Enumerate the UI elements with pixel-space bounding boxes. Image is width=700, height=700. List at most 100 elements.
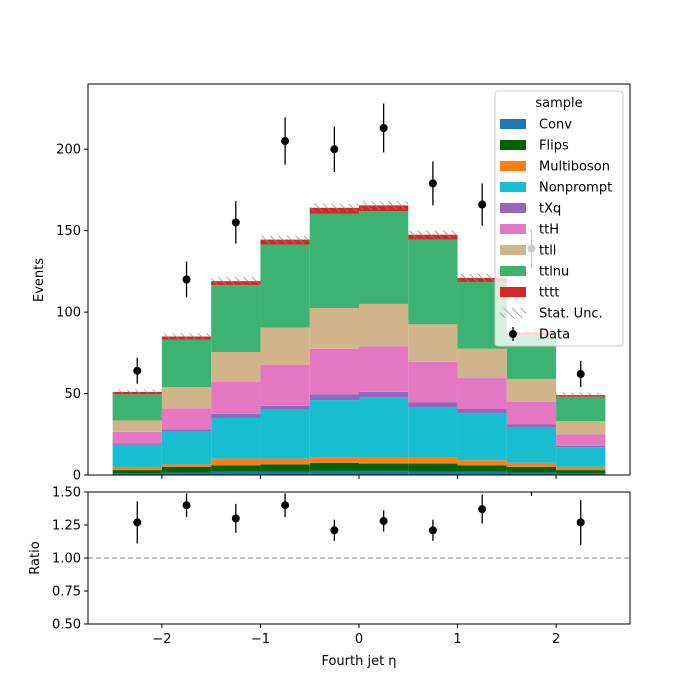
ratio-ytick-label-1.00: 1.00	[52, 552, 81, 567]
legend-entry-multiboson: Multiboson	[500, 160, 610, 175]
legend-label: Flips	[539, 139, 569, 154]
bar-nonprompt-2	[211, 417, 261, 459]
legend-entry-tth: ttH	[500, 223, 559, 238]
ratio-point-2	[231, 514, 240, 523]
bar-ttll-5	[359, 303, 409, 347]
bar-nonprompt-3	[260, 409, 310, 459]
legend-swatch	[500, 287, 526, 297]
legend-entry-flips: Flips	[500, 139, 569, 154]
legend-label: tttt	[539, 286, 559, 301]
bar-conv-5	[359, 470, 409, 475]
bar-tth-7	[457, 378, 507, 410]
ratio-x-ticks: −2 −1 0 1 2	[152, 624, 560, 647]
bar-tth-6	[408, 361, 458, 403]
data-point-2	[231, 218, 240, 227]
legend-swatch	[500, 224, 526, 234]
data-point-6	[428, 179, 437, 188]
bar-txq-0	[112, 443, 162, 445]
bar-ttll-7	[457, 348, 507, 379]
bar-flips-7	[457, 465, 507, 472]
legend-entries: Conv Flips Multiboson Nonprompt tXq ttH ttll tt…	[500, 118, 612, 343]
bar-ttlnu-4	[309, 213, 359, 309]
legend-entry-conv: Conv	[500, 118, 572, 133]
ratio-xtick-label-0: 0	[355, 632, 363, 647]
ratio-xtick-label--1: −1	[251, 632, 270, 647]
ratio-points	[133, 479, 585, 545]
stat-uncertainty-bands	[112, 201, 606, 398]
legend-label: Conv	[539, 118, 572, 133]
bar-ttlnu-6	[408, 239, 458, 325]
legend-swatch	[500, 182, 526, 192]
data-point-3	[281, 137, 290, 146]
data-points	[133, 103, 585, 388]
bar-ttll-3	[260, 327, 310, 366]
main-ytick-label-150: 150	[56, 224, 81, 239]
bar-flips-9	[556, 470, 606, 474]
data-point-9	[576, 369, 585, 378]
ratio-point-3	[281, 501, 290, 510]
bar-multiboson-8	[506, 462, 557, 467]
legend-entry-tttt: tttt	[500, 286, 559, 301]
ratio-panel: 0.50 0.75 1.00 1.25 1.50 −2 −1 0 1 2 Ratio Fourt…	[28, 479, 631, 669]
ratio-y-ticks: 0.50 0.75 1.00 1.25 1.50	[52, 486, 88, 633]
ratio-xtick-label--2: −2	[152, 632, 171, 647]
bar-multiboson-1	[161, 464, 212, 467]
bar-ttlnu-0	[112, 394, 162, 421]
data-point-4	[330, 145, 339, 154]
stat-unc-band-1	[161, 333, 212, 340]
main-ytick-label-0: 0	[73, 469, 81, 484]
ratio-point-9	[576, 518, 585, 527]
main-y-axis-label: Events	[32, 258, 47, 302]
bar-flips-8	[506, 466, 557, 473]
legend-label: Multiboson	[539, 160, 610, 175]
legend-swatch	[500, 245, 526, 255]
legend-label: Stat. Unc.	[539, 307, 603, 322]
bar-tth-4	[309, 348, 359, 395]
ratio-ytick-label-1.50: 1.50	[52, 486, 81, 501]
bar-ttlnu-1	[161, 339, 212, 388]
legend-label: tXq	[539, 202, 561, 217]
bar-nonprompt-1	[161, 431, 212, 465]
bar-conv-0	[112, 473, 162, 475]
bar-tth-8	[506, 401, 557, 425]
ratio-point-4	[330, 526, 339, 535]
main-x-ticks	[161, 475, 557, 479]
bar-conv-3	[260, 471, 310, 475]
bar-ttll-1	[161, 387, 212, 409]
bar-ttll-6	[408, 324, 458, 362]
bar-ttll-4	[309, 308, 359, 349]
bar-txq-8	[506, 424, 557, 427]
bar-tth-9	[556, 434, 606, 446]
stat-unc-band-6	[408, 230, 458, 239]
data-point-0	[133, 366, 142, 375]
bar-ttlnu-5	[359, 211, 409, 304]
bar-nonprompt-4	[309, 400, 359, 458]
bar-tth-3	[260, 365, 310, 406]
data-point-1	[182, 275, 191, 284]
data-point-7	[478, 200, 487, 209]
stat-unc-band-7	[457, 273, 507, 282]
legend-title: sample	[535, 96, 582, 111]
main-ytick-label-50: 50	[64, 387, 81, 402]
bar-txq-6	[408, 402, 458, 408]
data-point-5	[379, 123, 388, 132]
bar-nonprompt-9	[556, 447, 606, 467]
ratio-point-8	[527, 479, 535, 487]
bar-ttlnu-9	[556, 396, 606, 422]
legend-label: ttll	[539, 244, 556, 259]
bar-tth-0	[112, 431, 162, 444]
legend-swatch	[500, 203, 526, 213]
bar-txq-1	[161, 429, 212, 432]
ratio-xtick-label-1: 1	[453, 632, 461, 647]
bar-nonprompt-7	[457, 413, 507, 461]
bar-flips-0	[112, 470, 162, 474]
main-y-ticks: 0 50 100 150 200	[56, 143, 88, 484]
main-ytick-label-200: 200	[56, 143, 81, 158]
bar-flips-5	[359, 463, 409, 471]
stat-unc-band-2	[211, 277, 261, 286]
legend-swatch	[500, 140, 526, 150]
bar-multiboson-2	[211, 458, 261, 466]
ratio-point-1	[182, 501, 191, 510]
legend-entry-ttll: ttll	[500, 244, 556, 259]
legend-frame	[494, 90, 624, 347]
